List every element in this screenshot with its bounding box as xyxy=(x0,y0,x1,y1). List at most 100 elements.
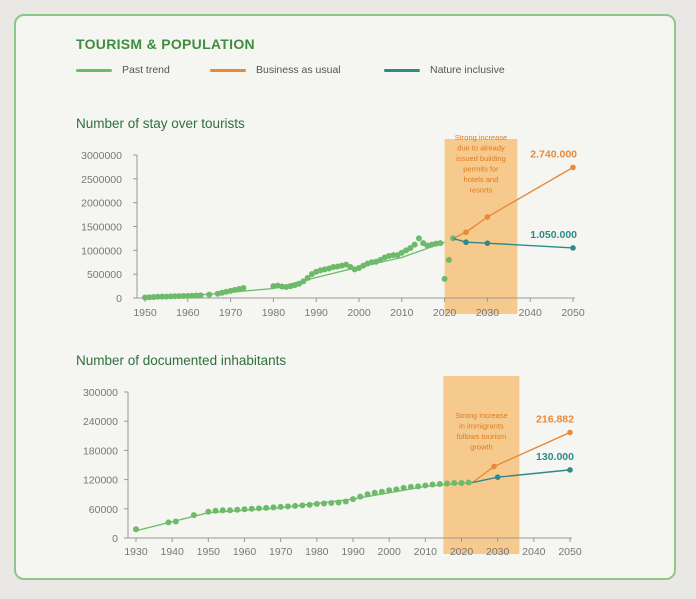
past-trend-point xyxy=(415,483,422,490)
past-trend-point xyxy=(176,293,183,300)
past-trend-point xyxy=(171,293,178,300)
past-trend-point xyxy=(154,293,161,300)
past-trend-point xyxy=(444,480,451,487)
y-tick-label: 2500000 xyxy=(81,174,122,186)
past-trend-point xyxy=(357,493,364,500)
page-title: TOURISM & POPULATION xyxy=(76,36,255,52)
x-tick-label: 1960 xyxy=(176,307,200,319)
band-note-line: permits for xyxy=(463,165,499,174)
past-trend-point xyxy=(350,496,356,503)
x-tick-label: 2010 xyxy=(414,546,438,558)
business-as-usual-point xyxy=(463,229,469,236)
past-trend-point xyxy=(306,501,313,508)
x-tick-label: 2020 xyxy=(450,546,474,558)
band-note-line: Strong increase xyxy=(455,133,508,142)
x-tick-label: 1940 xyxy=(160,546,184,558)
legend-item-business-as-usual: Business as usual xyxy=(210,64,341,76)
chart-title-tourists: Number of stay over tourists xyxy=(76,116,245,131)
past-trend-point xyxy=(364,491,371,498)
past-trend-point xyxy=(429,481,436,488)
past-trend-point xyxy=(300,278,307,285)
y-tick-label: 1500000 xyxy=(81,222,122,234)
band-note-line: follows tourism xyxy=(457,432,507,441)
past-trend-point xyxy=(407,483,414,490)
legend-swatch-business-as-usual xyxy=(210,68,246,72)
past-trend-point xyxy=(407,244,414,251)
x-tick-label: 2050 xyxy=(561,307,585,319)
business-as-usual-end-label: 216.882 xyxy=(536,413,574,425)
business-as-usual-end-label: 2.740.000 xyxy=(530,148,577,160)
past-trend-point xyxy=(241,506,248,513)
past-trend-point xyxy=(197,292,204,299)
y-tick-label: 60000 xyxy=(89,504,118,516)
x-tick-label: 2020 xyxy=(433,307,457,319)
past-trend-point xyxy=(437,240,444,247)
y-tick-label: 2000000 xyxy=(81,198,122,210)
y-tick-label: 120000 xyxy=(83,475,118,487)
legend-swatch-past-trend xyxy=(76,68,112,72)
past-trend-point xyxy=(212,507,219,514)
past-trend-point xyxy=(142,294,148,301)
x-tick-label: 1930 xyxy=(124,546,148,558)
legend-swatch-nature-inclusive xyxy=(384,68,420,72)
past-trend-point xyxy=(313,500,320,507)
chart-tourists: 0 500000 1000000 1500000 2000000 2500000 30000… xyxy=(81,133,585,319)
past-trend-point xyxy=(451,480,458,487)
nature-inclusive-point xyxy=(570,245,576,251)
past-trend-point xyxy=(390,252,397,259)
band-note-line: Strong increase xyxy=(455,411,508,420)
past-trend-point xyxy=(371,489,378,496)
past-trend-point xyxy=(335,499,342,506)
past-trend-point xyxy=(189,292,196,299)
band-note-line: due to already xyxy=(457,144,505,153)
business-as-usual-line xyxy=(452,166,574,240)
past-trend-point xyxy=(270,504,277,511)
x-tick-label: 1980 xyxy=(305,546,329,558)
y-tick-label: 0 xyxy=(112,533,118,545)
nature-inclusive-end-label: 1.050.000 xyxy=(530,229,577,241)
business-as-usual-point xyxy=(570,164,576,171)
band-note-line: issued building xyxy=(456,154,506,163)
past-trend-point xyxy=(255,505,262,512)
past-trend-point xyxy=(193,292,200,299)
past-trend-point xyxy=(415,235,422,242)
past-trend-point xyxy=(299,502,306,509)
x-tick-label: 2040 xyxy=(522,546,546,558)
past-trend-point xyxy=(441,275,448,282)
x-tick-label: 1970 xyxy=(269,546,293,558)
past-trend-point xyxy=(304,274,311,281)
band-note-line: growth xyxy=(470,443,493,452)
past-trend-point xyxy=(436,480,443,487)
past-trend-point xyxy=(184,292,191,299)
x-tick-label: 1990 xyxy=(305,307,329,319)
x-tick-label: 2030 xyxy=(476,307,500,319)
y-tick-label: 180000 xyxy=(83,445,118,457)
past-trend-point xyxy=(227,507,234,514)
chart-card xyxy=(14,14,676,580)
past-trend-point xyxy=(240,284,247,291)
legend-label-nature-inclusive: Nature inclusive xyxy=(430,64,505,76)
past-trend-point xyxy=(321,500,328,507)
past-trend-point xyxy=(445,256,452,263)
past-trend-point xyxy=(167,293,174,300)
x-tick-label: 1980 xyxy=(262,307,286,319)
nature-inclusive-point xyxy=(463,239,469,246)
past-trend-point xyxy=(342,498,349,505)
past-trend-point xyxy=(172,518,179,525)
x-tick-label: 1990 xyxy=(341,546,365,558)
band-note-line: in immigrants xyxy=(459,422,504,431)
x-tick-label: 1960 xyxy=(233,546,257,558)
nature-inclusive-point xyxy=(567,467,573,473)
past-trend-point xyxy=(159,293,166,300)
x-tick-label: 2010 xyxy=(390,307,414,319)
business-as-usual-point xyxy=(567,429,573,436)
legend-item-nature-inclusive: Nature inclusive xyxy=(384,64,505,76)
past-trend-point xyxy=(465,479,472,486)
past-trend-point xyxy=(422,482,429,489)
x-tick-label: 2030 xyxy=(486,546,510,558)
past-trend-point xyxy=(163,293,170,300)
past-trend-point xyxy=(277,503,284,510)
chart-title-inhabitants: Number of documented inhabitants xyxy=(76,353,287,368)
past-trend-point xyxy=(180,292,187,299)
